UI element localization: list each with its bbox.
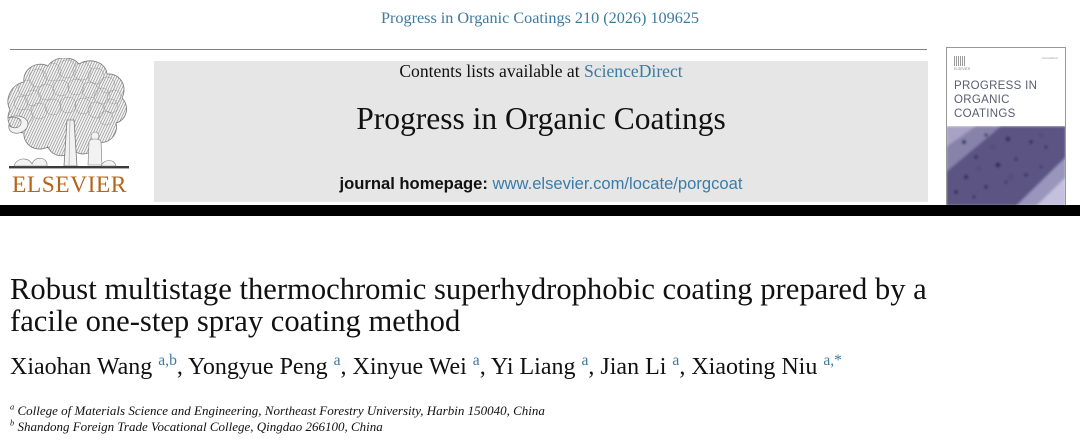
svg-text:ORGANIC: ORGANIC [954, 94, 1010, 106]
svg-text:PROGRESS IN: PROGRESS IN [954, 80, 1037, 92]
svg-text:COATINGS: COATINGS [954, 108, 1016, 120]
svg-text:ELSEVIER: ELSEVIER [954, 67, 971, 71]
svg-text:ScienceDirect: ScienceDirect [1042, 56, 1058, 60]
